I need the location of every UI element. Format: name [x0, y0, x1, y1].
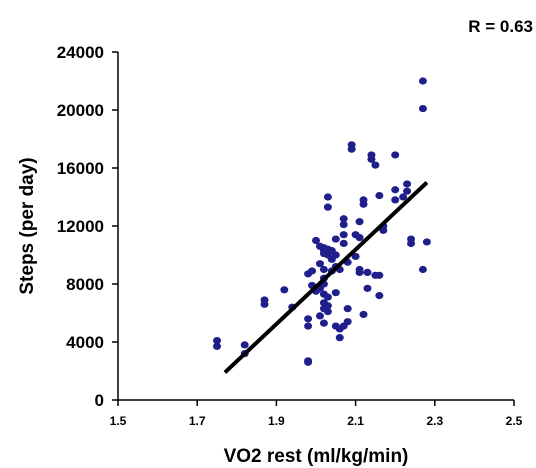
data-point — [343, 305, 352, 313]
data-point — [331, 235, 340, 243]
y-tick-label: 20000 — [57, 101, 104, 120]
data-point — [363, 268, 372, 276]
data-point — [418, 104, 427, 113]
y-axis-ticks: 0 4000 8000 12000 16000 20000 24000 — [57, 43, 118, 410]
x-axis-ticks: 1.5 1.7 1.9 2.1 2.3 2.5 — [110, 400, 523, 428]
data-point — [323, 293, 332, 301]
y-tick-label: 4000 — [66, 333, 104, 352]
data-point — [304, 358, 313, 366]
data-point — [260, 300, 269, 308]
data-point — [359, 196, 368, 204]
data-point — [339, 215, 348, 223]
data-point — [315, 312, 324, 320]
data-point — [323, 193, 332, 201]
x-tick-label: 2.3 — [426, 414, 443, 428]
y-axis-title: Steps (per day) — [17, 157, 38, 294]
data-point — [339, 220, 348, 229]
data-point — [339, 231, 348, 239]
x-tick-label: 1.7 — [189, 414, 206, 428]
data-point — [399, 193, 408, 201]
data-point — [319, 265, 328, 274]
data-point — [323, 203, 332, 211]
y-tick-label: 24000 — [57, 43, 104, 62]
data-point — [418, 265, 427, 274]
data-point — [213, 342, 221, 350]
data-point — [375, 271, 384, 279]
data-point — [347, 141, 356, 149]
data-point — [391, 186, 400, 194]
data-point — [375, 191, 384, 200]
data-point — [375, 292, 384, 300]
data-point — [355, 265, 364, 274]
x-tick-label: 2.5 — [506, 414, 523, 428]
data-point — [319, 319, 328, 327]
data-point — [355, 218, 364, 226]
data-point — [403, 180, 412, 188]
correlation-annotation: R = 0.63 — [468, 17, 533, 36]
data-point — [407, 235, 416, 243]
y-tick-label: 16000 — [57, 159, 104, 178]
data-point — [391, 196, 400, 204]
data-point — [359, 310, 368, 319]
data-point — [403, 187, 412, 195]
data-point — [331, 251, 340, 259]
data-point — [351, 252, 360, 261]
data-point — [391, 151, 400, 159]
trend-line — [223, 181, 429, 374]
x-tick-label: 2.1 — [347, 414, 364, 428]
x-tick-label: 1.5 — [110, 414, 127, 428]
data-point — [335, 334, 344, 342]
y-tick-label: 0 — [95, 391, 104, 410]
data-point — [323, 302, 332, 310]
data-point — [315, 260, 324, 268]
data-point — [308, 267, 317, 275]
data-point — [304, 315, 313, 323]
data-point — [304, 322, 313, 330]
data-point — [323, 307, 332, 316]
y-tick-label: 8000 — [66, 275, 104, 294]
data-point — [240, 341, 249, 349]
x-axis-title: VO2 rest (ml/kg/min) — [224, 446, 409, 467]
data-point — [371, 161, 380, 169]
data-point — [280, 286, 289, 294]
plot-area — [117, 52, 514, 401]
data-point — [331, 289, 340, 297]
data-point — [312, 236, 320, 245]
data-point — [339, 239, 348, 247]
data-point — [367, 151, 376, 159]
data-point — [363, 284, 372, 292]
x-tick-label: 1.9 — [268, 414, 285, 428]
data-point — [343, 318, 352, 326]
data-point — [418, 77, 427, 85]
data-point — [355, 234, 364, 242]
data-point — [213, 336, 221, 345]
data-point — [422, 238, 431, 246]
data-points — [213, 77, 431, 366]
y-tick-label: 12000 — [57, 217, 104, 236]
